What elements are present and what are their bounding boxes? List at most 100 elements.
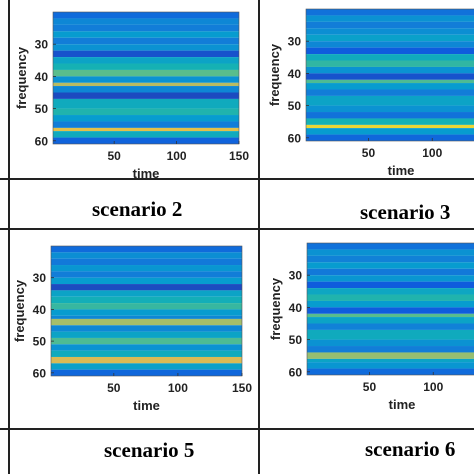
heatmap-band bbox=[307, 323, 474, 330]
heatmap-band bbox=[51, 356, 242, 364]
heatmap-band bbox=[51, 284, 242, 291]
heatmap-band bbox=[306, 95, 474, 106]
x-tick-label: 50 bbox=[362, 146, 376, 160]
caption-scenario-6: scenario 6 bbox=[365, 437, 456, 461]
heatmap-band bbox=[307, 358, 474, 363]
heatmap-band bbox=[53, 57, 239, 64]
heatmap-panel-scenario-5: 30 40 50 60 50 100 150 time frequency bbox=[10, 230, 258, 428]
heatmap-band bbox=[307, 294, 474, 301]
y-axis-label: frequency bbox=[14, 46, 29, 109]
heatmap-band bbox=[307, 317, 474, 324]
heatmap-band bbox=[51, 258, 242, 266]
heatmap-band bbox=[307, 243, 474, 250]
y-axis-label: frequency bbox=[268, 277, 283, 340]
cell-divider bbox=[8, 0, 10, 474]
heatmap-band bbox=[306, 41, 474, 48]
heatmap-band bbox=[53, 82, 239, 87]
y-tick-label: 60 bbox=[35, 134, 49, 148]
heatmap-band bbox=[51, 309, 242, 316]
x-tick-label: 100 bbox=[168, 381, 188, 395]
y-tick-label: 40 bbox=[288, 67, 302, 81]
heatmap-band bbox=[53, 18, 239, 25]
y-tick-label: 40 bbox=[35, 70, 49, 84]
y-tick-label: 60 bbox=[288, 131, 302, 145]
x-tick-label: 100 bbox=[423, 380, 443, 394]
x-tick-label: 50 bbox=[107, 381, 121, 395]
y-tick-label: 50 bbox=[289, 333, 303, 347]
x-tick-label: 100 bbox=[422, 146, 442, 160]
x-axis-label: time bbox=[133, 166, 160, 178]
heatmap-band bbox=[306, 34, 474, 42]
heatmap-band bbox=[53, 63, 239, 70]
y-tick-label: 30 bbox=[33, 271, 47, 285]
heatmap-band bbox=[53, 76, 239, 83]
row-divider bbox=[0, 428, 474, 430]
heatmap-band bbox=[306, 89, 474, 96]
heatmap-band bbox=[306, 128, 474, 135]
heatmap-band bbox=[51, 246, 242, 253]
heatmap-band bbox=[51, 315, 242, 319]
y-tick-label: 50 bbox=[33, 335, 47, 349]
heatmap-band bbox=[53, 44, 239, 51]
heatmap-band bbox=[306, 124, 474, 129]
heatmap-band bbox=[306, 47, 474, 55]
heatmap-band bbox=[306, 15, 474, 22]
row-divider bbox=[0, 178, 474, 180]
heatmap-band bbox=[53, 12, 239, 19]
caption-scenario-2: scenario 2 bbox=[92, 197, 183, 221]
row-divider bbox=[0, 228, 474, 230]
heatmap-band bbox=[53, 137, 239, 144]
heatmap-band bbox=[307, 368, 474, 375]
heatmap-band bbox=[51, 318, 242, 326]
y-tick-label: 60 bbox=[33, 366, 47, 380]
heatmap-band bbox=[306, 105, 474, 113]
heatmap-band bbox=[51, 271, 242, 278]
heatmap-band bbox=[53, 37, 239, 45]
heatmap-band bbox=[306, 60, 474, 67]
heatmap-panel-scenario-2: 30 40 50 60 50 100 150 time frequency bbox=[10, 0, 258, 178]
heatmap-band bbox=[307, 255, 474, 263]
x-tick-label: 100 bbox=[167, 149, 187, 163]
heatmap-band bbox=[53, 127, 239, 132]
heatmap-band bbox=[307, 249, 474, 256]
heatmap-band bbox=[53, 131, 239, 138]
heatmap-band bbox=[53, 24, 239, 32]
heatmap-band bbox=[53, 86, 239, 93]
heatmap-band bbox=[306, 79, 474, 84]
heatmap-band bbox=[53, 50, 239, 58]
heatmap-band bbox=[53, 98, 239, 109]
heatmap-band bbox=[306, 21, 474, 29]
x-tick-label: 150 bbox=[229, 149, 249, 163]
y-tick-label: 50 bbox=[288, 99, 302, 113]
heatmap-band bbox=[51, 350, 242, 357]
heatmap-band bbox=[307, 281, 474, 289]
plot-frame bbox=[50, 245, 243, 377]
plot-frame bbox=[306, 242, 474, 376]
heatmap-band bbox=[307, 352, 474, 359]
heatmap-band bbox=[51, 265, 242, 272]
heatmap-band bbox=[51, 277, 242, 285]
heatmap-band bbox=[307, 268, 474, 276]
heatmap-band bbox=[307, 362, 474, 369]
heatmap-band bbox=[51, 344, 242, 351]
heatmap-band bbox=[307, 339, 474, 347]
y-tick-label: 40 bbox=[33, 303, 47, 317]
heatmap-band bbox=[306, 73, 474, 80]
x-tick-label: 50 bbox=[363, 380, 377, 394]
heatmap-band bbox=[306, 28, 474, 35]
heatmap-band bbox=[306, 54, 474, 61]
heatmap-band bbox=[53, 121, 239, 128]
heatmap-band bbox=[306, 134, 474, 141]
x-axis-label: time bbox=[388, 163, 415, 178]
heatmap-band bbox=[53, 92, 239, 99]
y-tick-label: 30 bbox=[289, 269, 303, 283]
heatmap-band bbox=[306, 66, 474, 74]
y-tick-label: 30 bbox=[288, 35, 302, 49]
heatmap-band bbox=[53, 115, 239, 122]
heatmap-band bbox=[307, 288, 474, 295]
cell-divider bbox=[258, 0, 260, 474]
